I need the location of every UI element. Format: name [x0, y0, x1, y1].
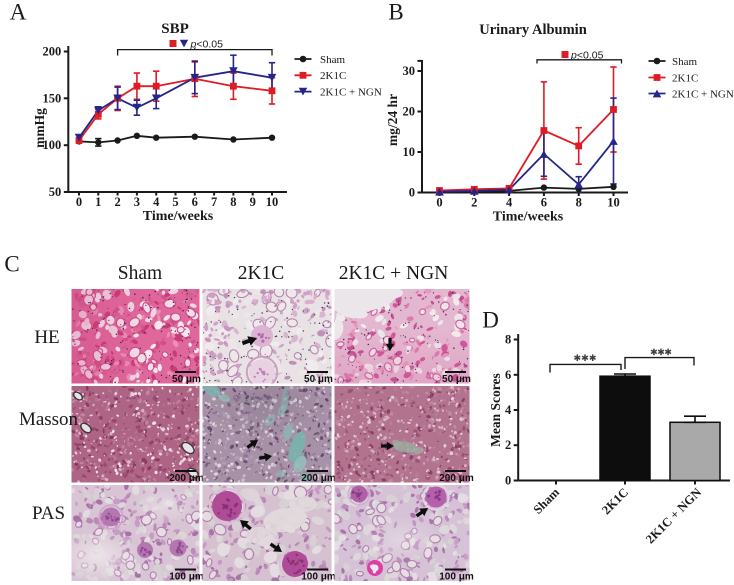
svg-text:30: 30	[403, 64, 416, 78]
svg-text:Sham: Sham	[320, 54, 346, 66]
svg-text:2K1C: 2K1C	[238, 263, 285, 284]
svg-text:6: 6	[505, 368, 511, 382]
svg-text:200 μm: 200 μm	[439, 473, 474, 484]
svg-text:A: A	[10, 0, 27, 25]
svg-text:0: 0	[76, 195, 82, 209]
svg-text:2: 2	[114, 195, 120, 209]
svg-text:2K1C + NGN: 2K1C + NGN	[339, 263, 449, 284]
svg-text:2K1C: 2K1C	[320, 70, 346, 82]
svg-text:HE: HE	[34, 327, 59, 348]
svg-text:SBP: SBP	[161, 21, 189, 37]
svg-text:50 μm: 50 μm	[442, 374, 471, 385]
svg-text:10: 10	[403, 145, 416, 159]
svg-text:100 μm: 100 μm	[301, 572, 336, 583]
svg-text:p<0.05: p<0.05	[190, 39, 224, 51]
svg-text:mmHg: mmHg	[32, 108, 47, 148]
svg-text:Urinary Albumin: Urinary Albumin	[479, 22, 587, 38]
svg-text:100 μm: 100 μm	[169, 572, 204, 583]
svg-text:7: 7	[211, 195, 217, 209]
svg-text:0: 0	[409, 186, 415, 200]
svg-text:2: 2	[505, 438, 511, 452]
svg-text:8: 8	[576, 196, 582, 210]
svg-text:200 μm: 200 μm	[301, 473, 336, 484]
svg-text:100 μm: 100 μm	[439, 572, 474, 583]
svg-text:Masson: Masson	[19, 409, 79, 430]
svg-text:PAS: PAS	[32, 503, 65, 524]
svg-text:50: 50	[49, 185, 62, 199]
svg-text:5: 5	[172, 195, 178, 209]
svg-text:150: 150	[43, 91, 62, 105]
svg-text:C: C	[4, 252, 19, 277]
svg-text:4: 4	[505, 403, 512, 417]
svg-text:2: 2	[471, 196, 477, 210]
svg-text:10: 10	[266, 195, 279, 209]
svg-text:100: 100	[43, 138, 62, 152]
svg-text:6: 6	[192, 195, 198, 209]
svg-text:50 μm: 50 μm	[172, 374, 201, 385]
svg-text:Sham: Sham	[118, 263, 162, 284]
svg-text:8: 8	[230, 195, 236, 209]
svg-text:D: D	[482, 308, 499, 333]
svg-text:8: 8	[505, 333, 511, 347]
svg-text:2K1C + NGN: 2K1C + NGN	[672, 88, 734, 100]
svg-text:20: 20	[403, 105, 416, 119]
svg-text:10: 10	[607, 196, 620, 210]
svg-text:50 μm: 50 μm	[304, 374, 333, 385]
svg-text:2K1C + NGN: 2K1C + NGN	[320, 86, 382, 98]
svg-text:Time/weeks: Time/weeks	[143, 209, 214, 224]
svg-text:4: 4	[153, 195, 160, 209]
svg-text:9: 9	[250, 195, 256, 209]
svg-text:3: 3	[134, 195, 140, 209]
svg-text:4: 4	[506, 196, 513, 210]
svg-text:Time/weeks: Time/weeks	[493, 210, 564, 225]
svg-text:0: 0	[436, 196, 442, 210]
svg-text:6: 6	[541, 196, 547, 210]
svg-text:mg/24 hr: mg/24 hr	[385, 94, 400, 146]
svg-text:200 μm: 200 μm	[169, 473, 204, 484]
svg-text:2K1C: 2K1C	[672, 72, 698, 84]
svg-text:Mean Scores: Mean Scores	[488, 373, 503, 447]
svg-text:0: 0	[505, 474, 511, 488]
svg-text:B: B	[388, 0, 403, 25]
svg-text:1: 1	[95, 195, 101, 209]
svg-text:200: 200	[43, 45, 62, 59]
svg-text:Sham: Sham	[672, 56, 698, 68]
